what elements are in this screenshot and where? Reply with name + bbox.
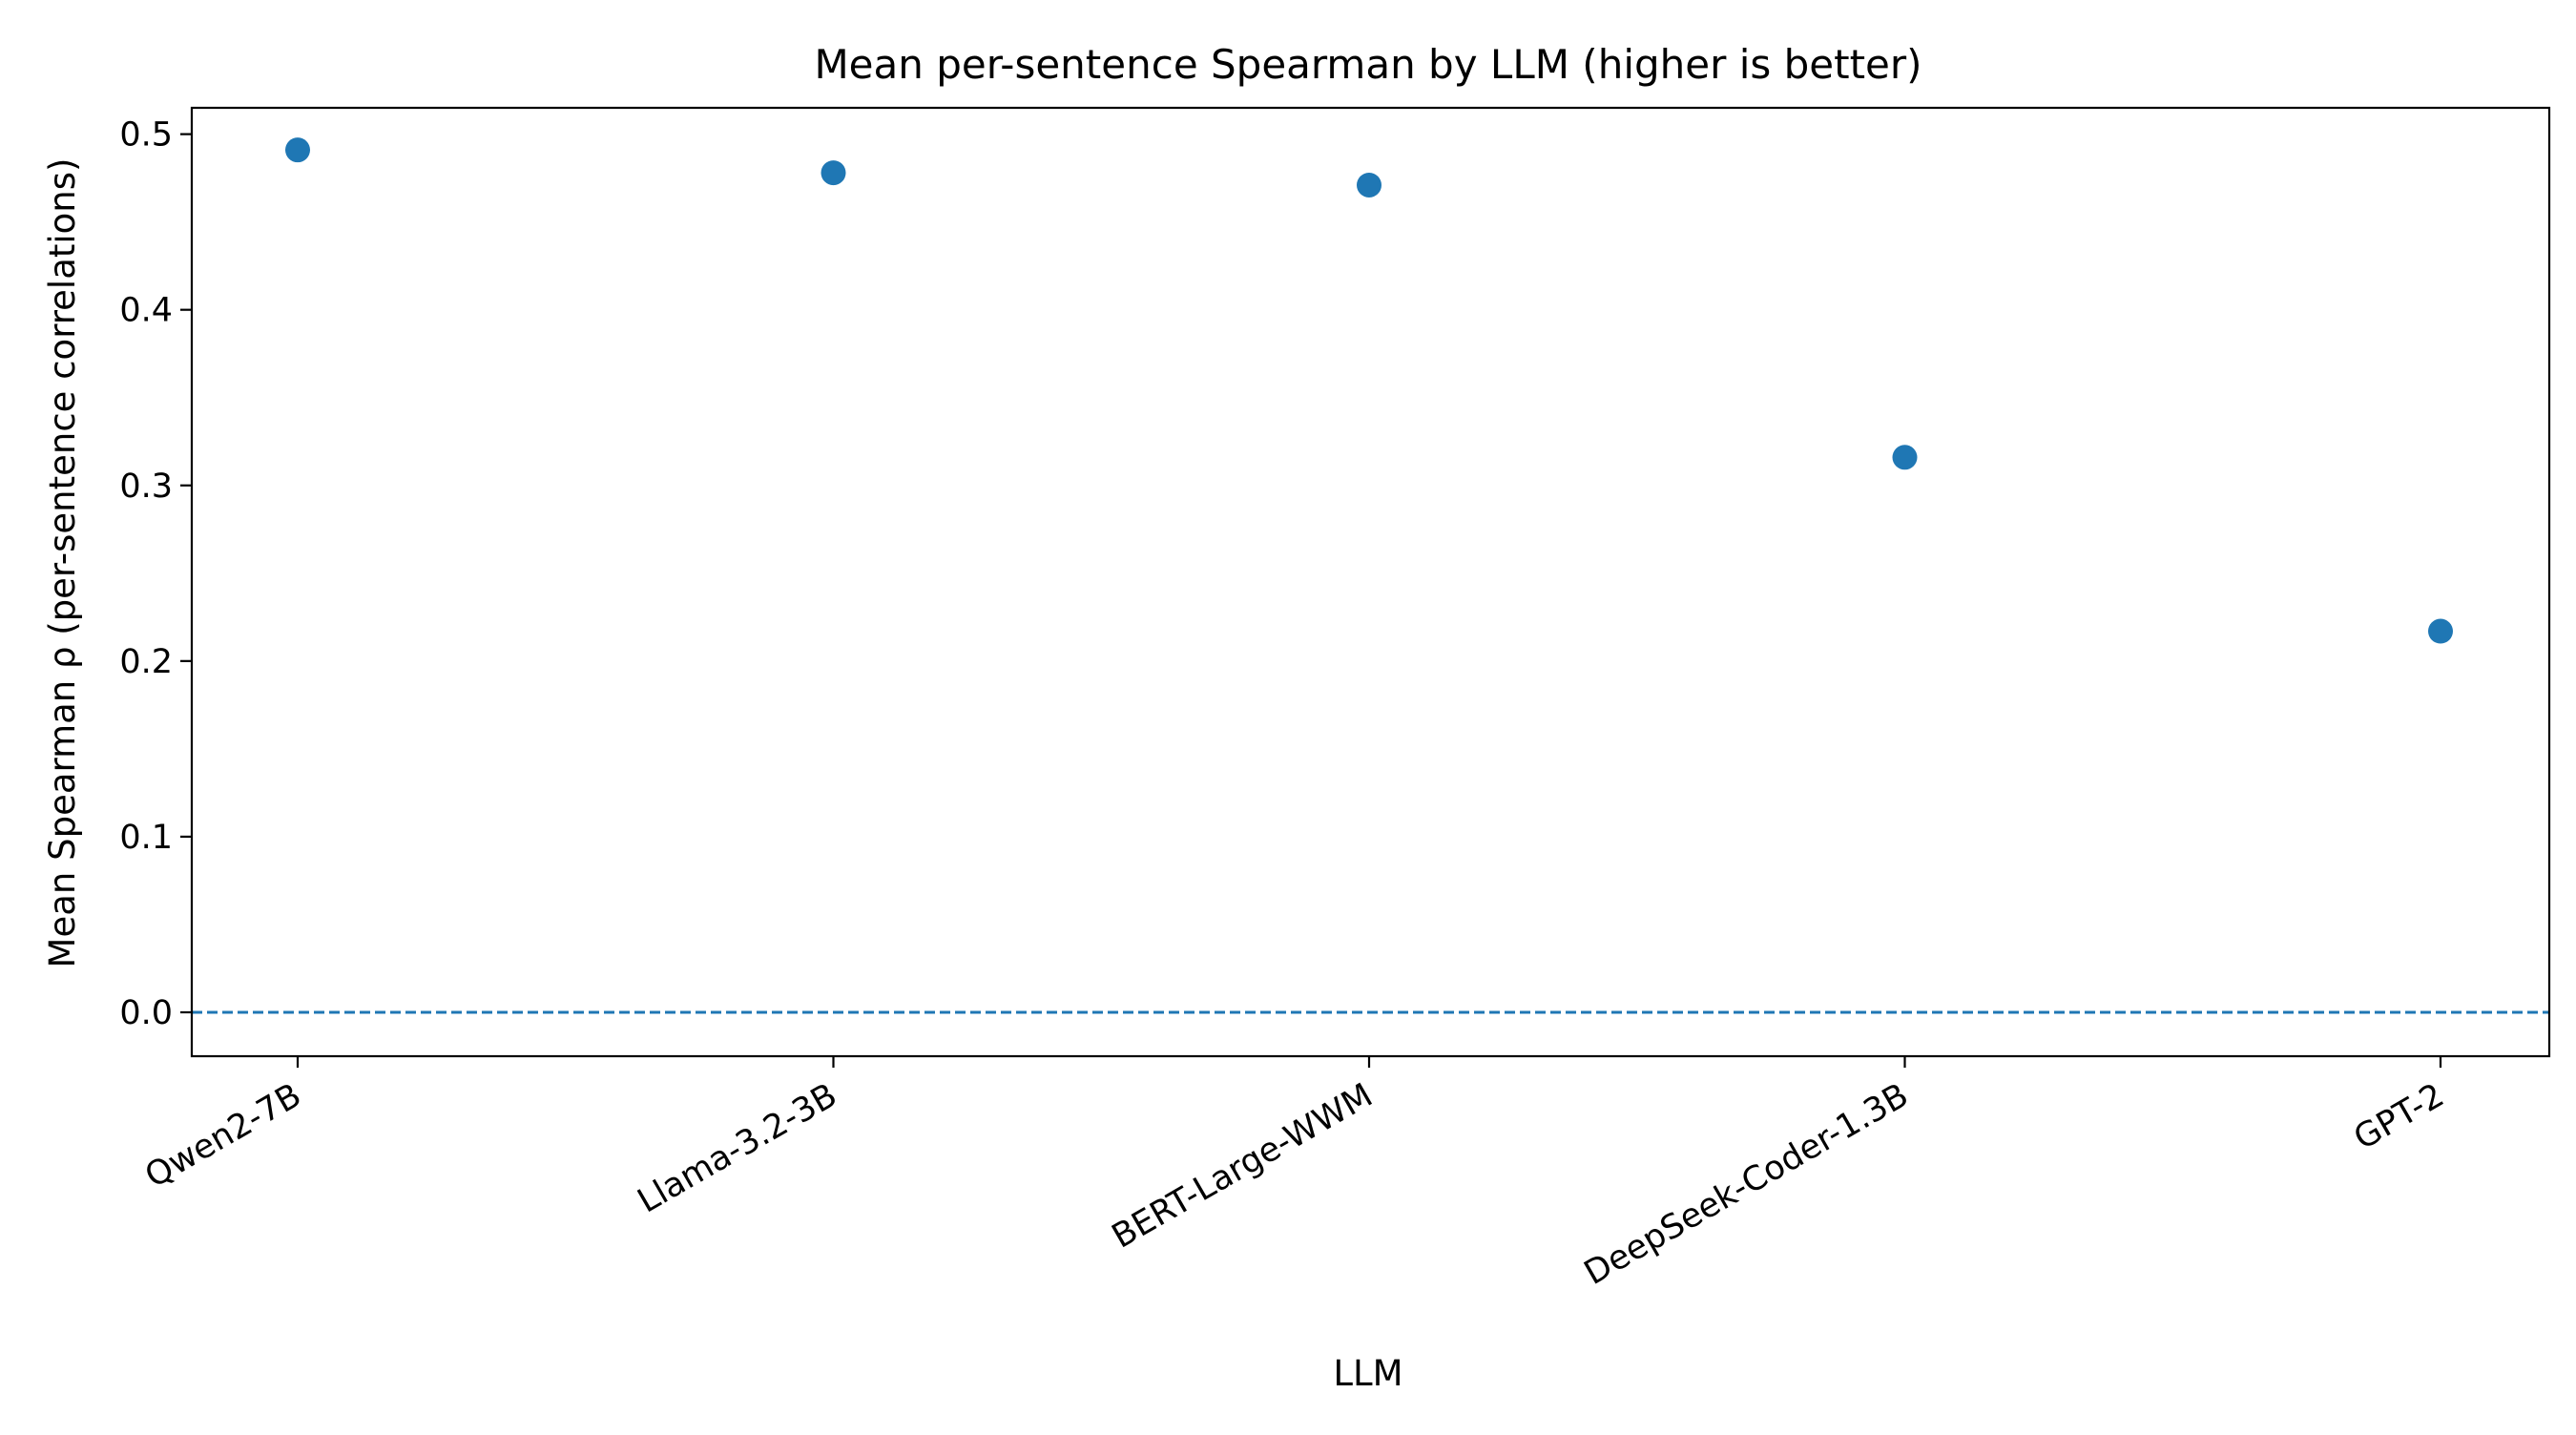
data-point [1892,445,1918,470]
y-tick-label: 0.0 [119,994,173,1032]
data-point [2428,618,2453,644]
x-tick-label: GPT-2 [2348,1076,2451,1157]
chart-title: Mean per-sentence Spearman by LLM (highe… [814,41,1922,88]
y-tick-label: 0.5 [119,116,173,155]
plot-area: 0.0 0.1 0.2 0.3 0.4 0.5 Qwen2-7B Llama-3.2-3B BE… [119,106,2551,1293]
y-tick-label: 0.3 [119,468,173,506]
y-axis-label: Mean Spearman ρ (per-sentence correlatio… [42,158,83,968]
y-tick-label: 0.2 [119,643,173,681]
data-point [285,137,310,163]
x-axis-label: LLM [1333,1353,1402,1394]
y-tick-label: 0.1 [119,819,173,857]
y-tick-label: 0.4 [119,292,173,330]
data-point [821,160,846,186]
x-tick-label: Llama-3.2-3B [632,1076,843,1220]
data-point [1357,172,1381,198]
x-tick-label: BERT-Large-WWM [1106,1076,1380,1257]
x-tick-label: Qwen2-7B [139,1076,308,1196]
axes-frame [190,106,2551,1058]
x-tick-label: DeepSeek-Coder-1.3B [1578,1076,1915,1293]
